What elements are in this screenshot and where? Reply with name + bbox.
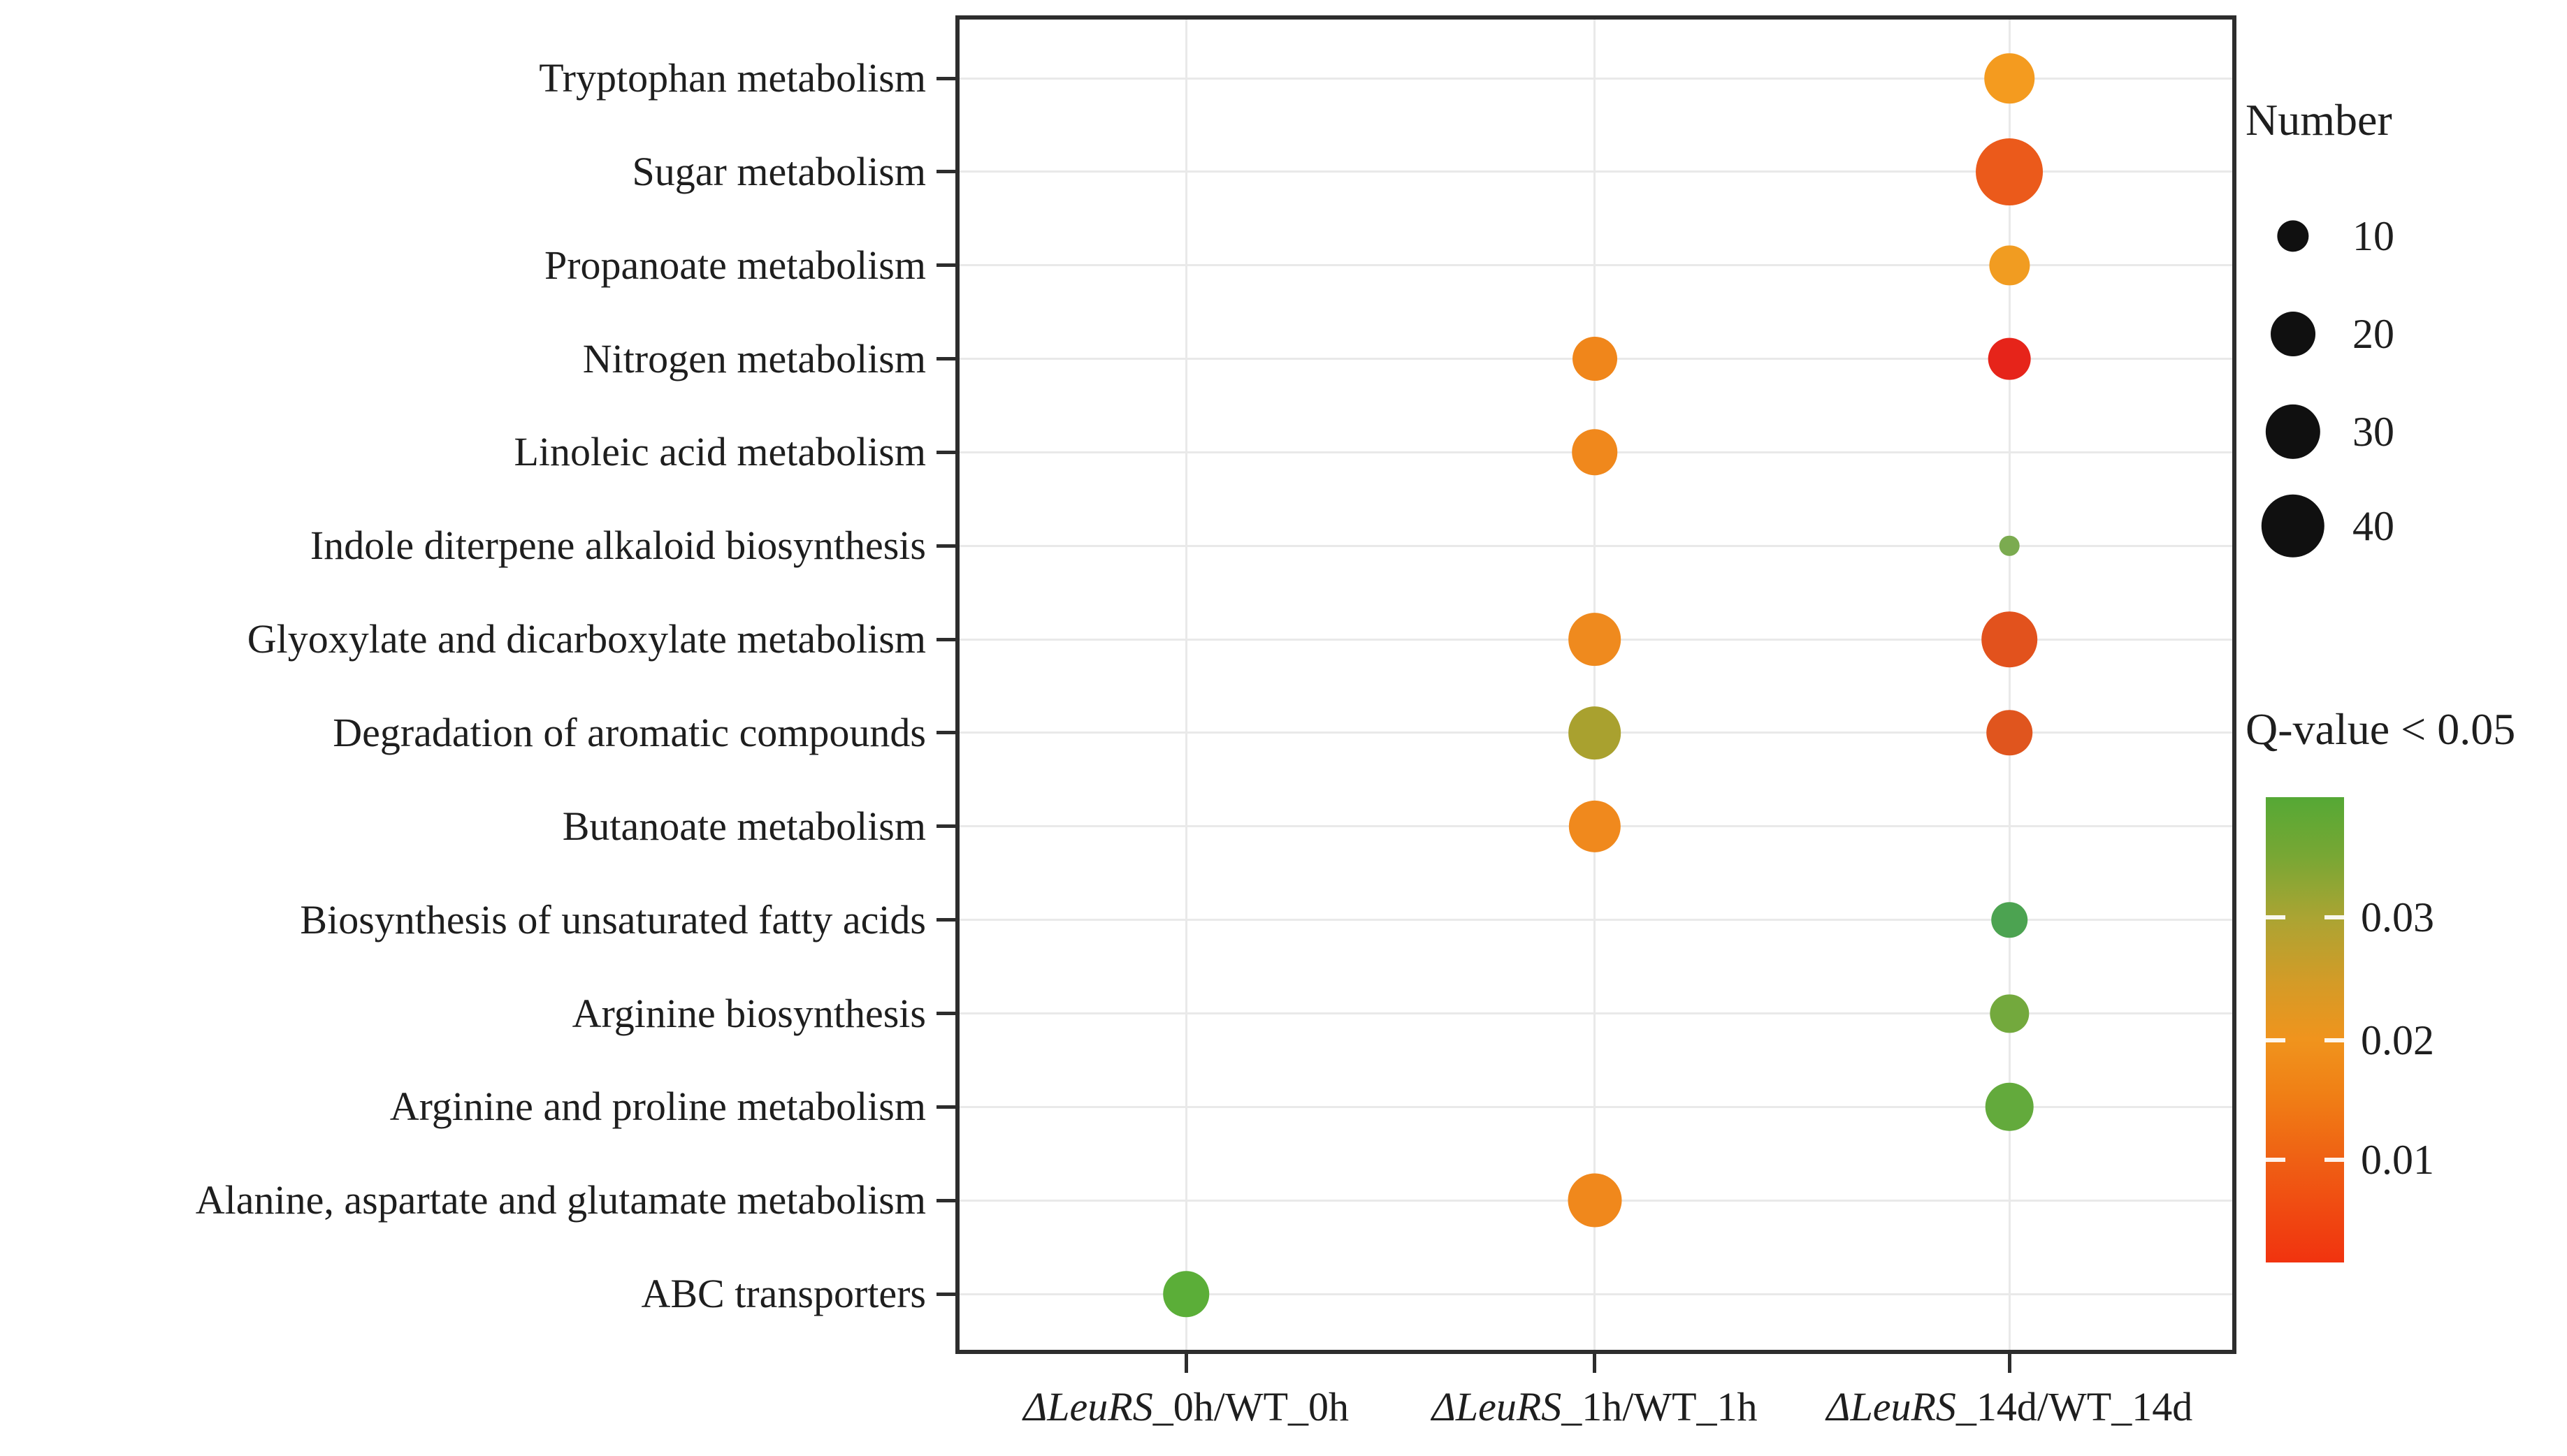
y-axis-tick bbox=[937, 544, 955, 548]
data-point bbox=[1981, 611, 2038, 667]
colorbar-tick-label: 0.02 bbox=[2361, 1017, 2434, 1064]
colorbar-tick bbox=[2266, 1158, 2285, 1163]
y-axis-label: Biosynthesis of unsaturated fatty acids bbox=[300, 896, 926, 942]
data-point bbox=[1572, 336, 1617, 381]
data-point bbox=[1163, 1271, 1209, 1317]
h-gridline bbox=[960, 1105, 2232, 1108]
data-point bbox=[1568, 1173, 1622, 1228]
y-axis-label: Indole diterpene alkaloid biosynthesis bbox=[310, 523, 926, 569]
x-label-italic-part: ΔLeuRS bbox=[1826, 1384, 1956, 1429]
y-axis-label: Tryptophan metabolism bbox=[539, 55, 926, 101]
h-gridline bbox=[960, 1293, 2232, 1295]
data-point bbox=[1568, 706, 1621, 759]
x-axis-tick bbox=[1593, 1354, 1597, 1373]
x-label-italic-part: ΔLeuRS bbox=[1023, 1384, 1153, 1429]
x-axis-label: ΔLeuRS_1h/WT_1h bbox=[1431, 1384, 1758, 1429]
v-gridline bbox=[2008, 20, 2011, 1350]
y-axis-tick bbox=[937, 1012, 955, 1015]
colorbar-tick bbox=[2266, 1038, 2285, 1043]
size-legend-dot bbox=[2261, 494, 2325, 558]
y-axis-tick bbox=[937, 76, 955, 80]
y-axis-label: ABC transporters bbox=[641, 1271, 926, 1317]
color-legend-title: Q-value < 0.05 bbox=[2246, 704, 2516, 754]
x-axis-label: ΔLeuRS_14d/WT_14d bbox=[1826, 1384, 2193, 1429]
h-gridline bbox=[960, 77, 2232, 80]
y-axis-label: Butanoate metabolism bbox=[562, 803, 926, 849]
colorbar-tick bbox=[2324, 1038, 2344, 1043]
h-gridline bbox=[960, 264, 2232, 267]
colorbar-tick bbox=[2266, 915, 2285, 920]
y-axis-tick bbox=[937, 357, 955, 361]
y-axis-tick bbox=[937, 170, 955, 174]
y-axis-tick bbox=[937, 824, 955, 829]
x-axis-label: ΔLeuRS_0h/WT_0h bbox=[1023, 1384, 1350, 1429]
data-point bbox=[2000, 535, 2020, 556]
y-axis-label: Glyoxylate and dicarboxylate metabolism bbox=[247, 616, 926, 662]
size-legend-value: 20 bbox=[2352, 311, 2394, 357]
y-axis-tick bbox=[937, 263, 955, 268]
plot-panel bbox=[955, 15, 2236, 1354]
h-gridline bbox=[960, 919, 2232, 922]
y-axis-tick bbox=[937, 1105, 955, 1109]
size-legend-dot bbox=[2265, 404, 2321, 460]
data-point bbox=[1991, 901, 2028, 938]
data-point bbox=[1990, 993, 2029, 1033]
h-gridline bbox=[960, 1012, 2232, 1014]
y-axis-label: Sugar metabolism bbox=[632, 148, 926, 194]
size-legend-value: 10 bbox=[2352, 213, 2394, 259]
y-axis-tick bbox=[937, 918, 955, 922]
size-legend-dot bbox=[2277, 220, 2309, 252]
data-point bbox=[1976, 138, 2044, 205]
size-legend-value: 40 bbox=[2352, 503, 2394, 549]
y-axis-label: Propanoate metabolism bbox=[544, 242, 926, 288]
y-axis-label: Degradation of aromatic compounds bbox=[333, 709, 926, 755]
colorbar-tick bbox=[2324, 1158, 2344, 1163]
x-axis-tick bbox=[2007, 1354, 2011, 1373]
y-axis-label: Nitrogen metabolism bbox=[582, 335, 926, 381]
y-axis-tick bbox=[937, 731, 955, 735]
data-point bbox=[1986, 1083, 2034, 1131]
y-axis-tick bbox=[937, 637, 955, 641]
size-legend-value: 30 bbox=[2352, 409, 2394, 455]
data-point bbox=[1989, 245, 2030, 286]
v-gridline bbox=[1593, 20, 1596, 1350]
h-gridline bbox=[960, 544, 2232, 547]
size-legend-dot bbox=[2271, 312, 2315, 356]
colorbar-tick-label: 0.03 bbox=[2361, 894, 2434, 941]
colorbar-tick-label: 0.01 bbox=[2361, 1137, 2434, 1184]
data-point bbox=[1986, 710, 2033, 756]
y-axis-label: Linoleic acid metabolism bbox=[514, 429, 927, 475]
y-axis-label: Alanine, aspartate and glutamate metabol… bbox=[195, 1177, 926, 1223]
y-axis-tick bbox=[937, 1198, 955, 1202]
y-axis-label: Arginine and proline metabolism bbox=[389, 1084, 926, 1130]
data-point bbox=[1988, 337, 2031, 380]
y-axis-tick bbox=[937, 450, 955, 454]
colorbar-tick bbox=[2324, 915, 2344, 920]
h-gridline bbox=[960, 170, 2232, 173]
x-axis-tick bbox=[1184, 1354, 1188, 1373]
data-point bbox=[1571, 429, 1618, 476]
x-label-italic-part: ΔLeuRS bbox=[1431, 1384, 1562, 1429]
size-legend-title: Number bbox=[2246, 95, 2392, 145]
y-axis-tick bbox=[937, 1292, 955, 1296]
data-point bbox=[1984, 53, 2035, 103]
v-gridline bbox=[1185, 20, 1187, 1350]
data-point bbox=[1568, 800, 1621, 852]
data-point bbox=[1568, 613, 1621, 666]
y-axis-label: Arginine biosynthesis bbox=[572, 990, 926, 1036]
colorbar-gradient bbox=[2266, 797, 2344, 1262]
